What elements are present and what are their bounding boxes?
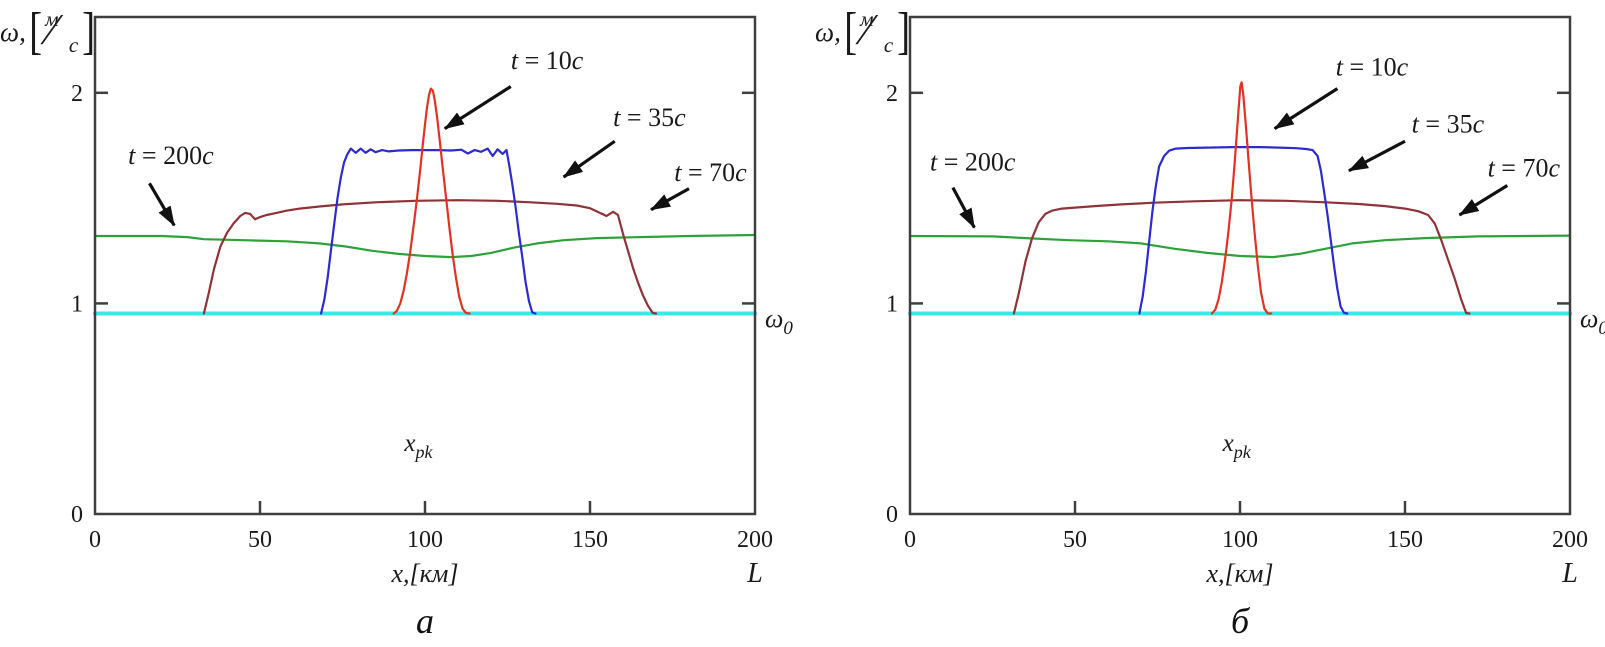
y-tick-label: 0 [71,502,83,528]
series-line-t10 [392,87,471,315]
annotation-label-t35: t = 35c [1412,109,1485,138]
y-tick-label: 2 [886,81,898,107]
xpk-label: xpk [1222,430,1252,462]
series-line-t10 [1210,81,1273,315]
x-tick-label: 150 [572,527,608,553]
x-tick-label: 50 [1063,527,1087,553]
panel-caption-a: а [416,601,434,641]
annotation-label-t35: t = 35c [613,103,686,132]
series-line-t70 [1012,199,1471,315]
omega0-label: ω0 [1580,304,1605,339]
y-axis-label: ω,[м ⁄ с] [0,2,98,60]
annotation-arrow-t10 [1273,87,1339,130]
units-fraction: м ⁄ с [860,5,894,57]
annotation-arrow-t35 [562,139,616,179]
x-axis-label: x,[км] [1205,559,1273,588]
annotation-arrow-t200 [951,186,976,229]
x-tick-label: 150 [1387,527,1423,553]
x-tick-label: 200 [1552,527,1588,553]
omega-symbol: ω, [0,16,26,47]
x-tick-label: 0 [89,527,101,553]
xpk-label: xpk [403,430,433,462]
bracket-close: ] [897,2,911,60]
annotation-arrow-t200 [148,182,176,227]
x-axis-right-label: L [1561,558,1578,589]
bracket-close: ] [82,2,96,60]
annotation-label-t10: t = 10c [1336,53,1409,82]
y-axis-label: ω,[м ⁄ с] [815,2,913,60]
panel-caption-b: б [1230,601,1250,641]
annotation-arrow-t70 [650,187,690,212]
series-line-t35 [1138,146,1349,315]
x-tick-label: 0 [904,527,916,553]
x-tick-label: 50 [248,527,272,553]
plot-frame [93,15,757,516]
y-tick-label: 2 [71,81,83,107]
x-axis-label: x,[км] [390,559,458,588]
annotation-label-t10: t = 10c [511,46,584,75]
annotation-label-t70: t = 70c [674,158,747,187]
bracket-open: [ [843,2,857,60]
x-tick-label: 200 [737,527,773,553]
omega-symbol: ω, [815,16,841,47]
annotation-label-t70: t = 70c [1488,154,1561,183]
series-line-t35 [320,147,537,315]
x-tick-label: 100 [407,527,443,553]
x-tick-label: 100 [1222,527,1258,553]
bracket-open: [ [28,2,42,60]
annotation-arrow-t10 [443,85,512,130]
units-fraction: м ⁄ с [45,5,79,57]
annotation-label-t200: t = 200c [128,141,214,170]
annotation-label-t200: t = 200c [930,147,1016,176]
y-tick-label: 0 [886,502,898,528]
annotation-arrow-t35 [1348,139,1406,173]
y-tick-label: 1 [886,291,898,317]
y-tick-label: 1 [71,291,83,317]
series-line-t200 [908,234,1572,259]
annotation-arrow-t70 [1458,184,1509,217]
omega0-label: ω0 [765,304,793,339]
series-line-t70 [202,199,658,315]
x-axis-right-label: L [746,558,763,589]
series-line-t200 [93,233,757,259]
